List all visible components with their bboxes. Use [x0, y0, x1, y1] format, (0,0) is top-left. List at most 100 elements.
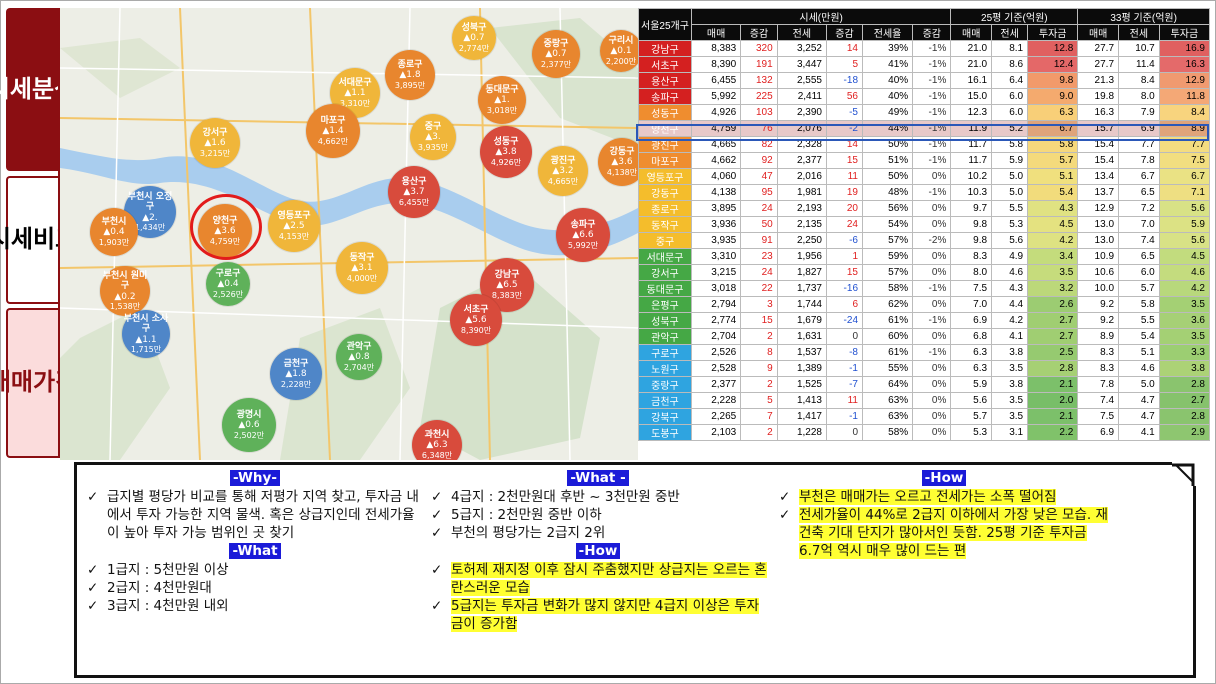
- table-cell: 21.3: [1077, 72, 1120, 89]
- tab-sale-price[interactable]: 매매가격: [0, 308, 77, 458]
- map-bubble: 성북구 ▲0.7 2,774만: [452, 16, 496, 60]
- district-name-cell: 금천구: [638, 392, 692, 409]
- table-cell: 2,103: [690, 424, 742, 441]
- table-cell: 91: [740, 232, 778, 249]
- bubble-price: 4,000만: [346, 273, 378, 283]
- table-cell: 9.8: [950, 216, 993, 233]
- table-cell: 1,417: [776, 408, 827, 425]
- table-cell: 5.4: [1118, 328, 1160, 345]
- table-cell: 5: [825, 56, 864, 73]
- table-cell: 5.4: [1027, 184, 1079, 201]
- table-cell: 2: [740, 424, 778, 441]
- table-cell: 3,252: [776, 40, 827, 57]
- table-cell: 1,679: [776, 312, 827, 329]
- bubble-change: ▲3.: [425, 132, 441, 143]
- table-cell: 0: [825, 328, 864, 345]
- table-cell: -1%: [912, 344, 952, 361]
- table-cell: 3.5: [1158, 328, 1211, 345]
- table-cell: -1%: [912, 312, 952, 329]
- note-text: 전세가율이 44%로 2급지 이하에서 가장 낮은 모습. 재건축 기대 단지가…: [799, 507, 1108, 559]
- bubble-price: 3,018만: [486, 105, 518, 115]
- table-row: 강북구 2,265 7 1,417 -1 63% 0% 5.7 3.5 2.1 7.5 4.7 2.8: [638, 408, 1211, 425]
- table-cell: -1%: [912, 136, 952, 153]
- district-name-cell: 용산구: [638, 72, 692, 89]
- table-cell: 5.8: [991, 136, 1029, 153]
- table-cell: 8.4: [1158, 104, 1211, 121]
- table-cell: 4.9: [991, 248, 1029, 265]
- table-cell: 0%: [912, 200, 952, 217]
- table-cell: 54%: [861, 216, 914, 233]
- table-cell: 0%: [912, 424, 952, 441]
- table-cell: 2.1: [1027, 408, 1079, 425]
- table-cell: 6.9: [1077, 424, 1120, 441]
- table-cell: 5.2: [991, 120, 1029, 137]
- district-name-cell: 강북구: [638, 408, 692, 425]
- map-bubble: 부천시 원미구 ▲0.2 1,538만: [100, 266, 150, 316]
- table-cell: 5.6: [991, 232, 1029, 249]
- tab-price-analysis[interactable]: 시세분석: [0, 8, 76, 171]
- table-cell: 13.0: [1077, 216, 1120, 233]
- table-cell: 2,265: [690, 408, 742, 425]
- yangcheon-highlight-circle: [190, 194, 262, 260]
- district-name-cell: 동작구: [638, 216, 692, 233]
- table-cell: 320: [740, 40, 778, 57]
- table-cell: 56%: [861, 200, 914, 217]
- bubble-district: 강서구: [202, 128, 228, 139]
- table-cell: 5.1: [1118, 344, 1160, 361]
- table-cell: 7.5: [950, 280, 993, 297]
- bubble-price: 2,526만: [212, 289, 244, 299]
- table-cell: 4,926: [690, 104, 742, 121]
- table-cell: 12.9: [1077, 200, 1120, 217]
- table-cell: 95: [740, 184, 778, 201]
- note-item: 급지별 평당가 비교를 통해 저평가 지역 찾고, 투자금 내에서 투자 가능한…: [85, 488, 425, 542]
- table-row: 종로구 3,895 24 2,193 20 56% 0% 9.7 5.5 4.3 12.9 7.2 5.…: [638, 200, 1211, 217]
- table-cell: 27.7: [1077, 56, 1120, 73]
- table-cell: 63%: [861, 392, 914, 409]
- table-cell: 61%: [861, 344, 914, 361]
- table-cell: -1%: [912, 184, 952, 201]
- table-cell: 6.7: [1027, 120, 1079, 137]
- district-name-cell: 동대문구: [638, 280, 692, 297]
- district-name-cell: 도봉구: [638, 424, 692, 441]
- table-cell: 1,956: [776, 248, 827, 265]
- bubble-district: 광명시: [236, 410, 262, 421]
- notes-column-what: -What - 4급지 : 2천만원대 후반 ~ 3천만원 중반 5급지 : 2천…: [429, 469, 767, 633]
- table-cell: 11.9: [950, 120, 993, 137]
- table-cell: 2.8: [1158, 408, 1211, 425]
- subheader-cell: 매매: [1077, 24, 1120, 41]
- note-text: 부천은 매매가는 오르고 전세가는 소폭 떨어짐: [799, 489, 1057, 505]
- table-cell: 15.0: [950, 88, 993, 105]
- table-cell: 4.5: [1158, 248, 1211, 265]
- tab-price-comparison[interactable]: 시세비교: [0, 176, 77, 304]
- table-cell: 0%: [912, 264, 952, 281]
- table-cell: 4.2: [1027, 232, 1079, 249]
- table-cell: 2,228: [690, 392, 742, 409]
- table-row: 중구 3,935 91 2,250 -6 57% -2% 9.8 5.6 4.2 13.0 7.4 5.…: [638, 232, 1211, 249]
- table-cell: 62%: [861, 296, 914, 313]
- table-cell: 3.4: [1027, 248, 1079, 265]
- table-cell: 16.3: [1077, 104, 1120, 121]
- table-cell: 2,193: [776, 200, 827, 217]
- table-cell: 4,759: [690, 120, 742, 137]
- bubble-price: 6,348만: [421, 450, 453, 460]
- district-name-cell: 영등포구: [638, 168, 692, 185]
- table-cell: 4,665: [690, 136, 742, 153]
- bubble-price: 2,502만: [233, 430, 265, 440]
- table-cell: 2,528: [690, 360, 742, 377]
- table-cell: 7.4: [1118, 232, 1160, 249]
- table-row: 동대문구 3,018 22 1,737 -16 58% -1% 7.5 4.3 3.2 10.0 5.…: [638, 280, 1211, 297]
- map-bubble: 성동구 ▲3.8 4,926만: [480, 126, 532, 178]
- bubble-district: 중랑구: [543, 39, 569, 50]
- header-region: 서울25개구: [638, 8, 692, 41]
- header-price: 시세(만원): [690, 8, 952, 25]
- table-cell: 60%: [861, 328, 914, 345]
- bubble-district: 서초구: [463, 305, 489, 316]
- table-cell: 1,827: [776, 264, 827, 281]
- table-cell: 3.5: [1158, 296, 1211, 313]
- table-cell: 2,250: [776, 232, 827, 249]
- table-cell: 4.1: [1118, 424, 1160, 441]
- table-cell: 15: [740, 312, 778, 329]
- table-cell: -1%: [912, 104, 952, 121]
- bubble-district: 구리시: [608, 36, 634, 47]
- table-cell: 12.8: [1027, 40, 1079, 57]
